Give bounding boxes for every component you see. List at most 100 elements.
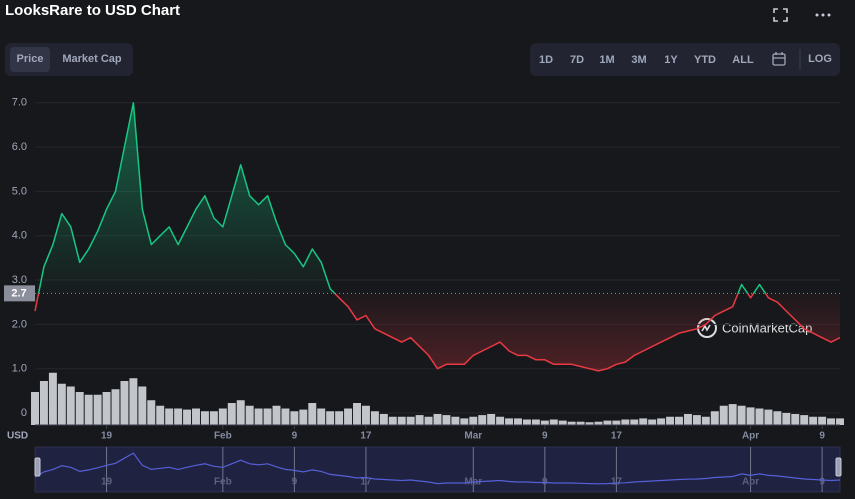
volume-bar [138, 386, 147, 425]
volume-bar [415, 415, 424, 425]
volume-bar [442, 415, 451, 425]
volume-bar [31, 392, 39, 425]
volume-bar [370, 411, 379, 425]
volume-bar [66, 386, 75, 425]
x-tick-label: 9 [542, 431, 548, 442]
volume-bar [621, 419, 630, 425]
volume-bar [540, 420, 549, 425]
navigator-tick-label: 9 [292, 477, 298, 488]
price-area [35, 102, 840, 371]
x-tick-label: 9 [819, 431, 825, 442]
volume-bar [129, 378, 138, 425]
volume-bar [657, 418, 666, 425]
volume-bar [764, 409, 773, 425]
volume-bar [603, 420, 612, 425]
navigator-handle[interactable] [34, 457, 41, 477]
volume-bar [406, 416, 415, 425]
range-button[interactable]: 3M [631, 54, 646, 66]
volume-bar [156, 405, 165, 425]
volume-bar [522, 419, 531, 425]
currency-label: USD [7, 431, 28, 442]
tab[interactable]: Price [17, 53, 44, 65]
volume-bar [451, 416, 460, 425]
volume-bar [755, 408, 764, 425]
x-tick-label: 9 [292, 431, 298, 442]
volume-bar [147, 400, 156, 425]
x-tick-label: 19 [101, 431, 113, 442]
range-button[interactable]: 1M [599, 54, 614, 66]
volume-bar [165, 408, 174, 425]
volume-bar [791, 414, 800, 425]
volume-bar [469, 416, 478, 425]
volume-bar [818, 416, 827, 425]
navigator-tick-label: 17 [611, 477, 623, 488]
y-tick-label: 1.0 [12, 363, 27, 375]
x-tick-label: 17 [611, 431, 623, 442]
volume-bar [585, 422, 594, 425]
volume-bar [102, 392, 111, 425]
volume-bar [353, 403, 361, 425]
range-button[interactable]: 1D [539, 54, 553, 66]
volume-bar [630, 419, 639, 425]
range-button[interactable]: ALL [732, 54, 754, 66]
volume-bar [379, 414, 388, 425]
volume-bar [666, 416, 675, 425]
baseline-label: 2.7 [11, 287, 26, 299]
volume-bar [773, 411, 782, 425]
log-button[interactable]: LOG [808, 53, 832, 65]
navigator-tick-label: 17 [360, 477, 372, 488]
volume-bar [120, 381, 129, 425]
y-tick-label: 0 [21, 407, 27, 419]
volume-bar [737, 405, 746, 425]
volume-bar [809, 416, 818, 425]
volume-bar [692, 415, 701, 425]
volume-bar [111, 389, 120, 425]
volume-bar [39, 381, 48, 425]
volume-bar [326, 411, 335, 425]
fullscreen-icon[interactable] [773, 8, 788, 22]
volume-bar [800, 415, 809, 425]
range-button[interactable]: 7D [570, 54, 584, 66]
y-tick-label: 4.0 [12, 230, 27, 242]
volume-bar [281, 408, 290, 425]
volume-bar [335, 411, 344, 425]
x-tick-label: Feb [214, 431, 232, 442]
price-line [34, 102, 841, 372]
volume-bar [701, 416, 710, 425]
volume-bar [549, 419, 558, 425]
x-tick-label: Apr [742, 431, 759, 442]
volume-bar [209, 411, 218, 425]
volume-bar [75, 392, 84, 425]
navigator-line [34, 452, 841, 485]
volume-bar [710, 411, 719, 425]
more-icon[interactable] [815, 13, 831, 17]
navigator-handle[interactable] [835, 457, 842, 477]
volume-bar [57, 383, 66, 425]
tab-active[interactable] [10, 47, 50, 72]
volume-bar [397, 416, 406, 425]
volume-bar [514, 418, 522, 425]
volume-bar [263, 408, 272, 425]
range-button[interactable]: 1Y [664, 54, 678, 66]
volume-bar [782, 412, 791, 425]
volume-bar [505, 418, 514, 425]
volume-bar [487, 414, 496, 425]
volume-bar [200, 411, 209, 425]
volume-bar [728, 404, 737, 425]
y-tick-label: 3.0 [12, 274, 27, 286]
baseline-label-box [4, 285, 35, 302]
volume-bar [460, 418, 469, 425]
volume-bar [639, 418, 648, 425]
tab[interactable]: Market Cap [62, 53, 122, 65]
navigator[interactable] [34, 446, 841, 493]
volume-bar [424, 416, 433, 425]
volume-bar [183, 409, 192, 425]
volume-bar [254, 408, 263, 425]
calendar-icon[interactable] [772, 52, 786, 66]
volume-bar [245, 405, 254, 425]
y-tick-label: 5.0 [12, 185, 27, 197]
x-tick-label: Mar [464, 431, 482, 442]
range-button[interactable]: YTD [694, 54, 716, 66]
